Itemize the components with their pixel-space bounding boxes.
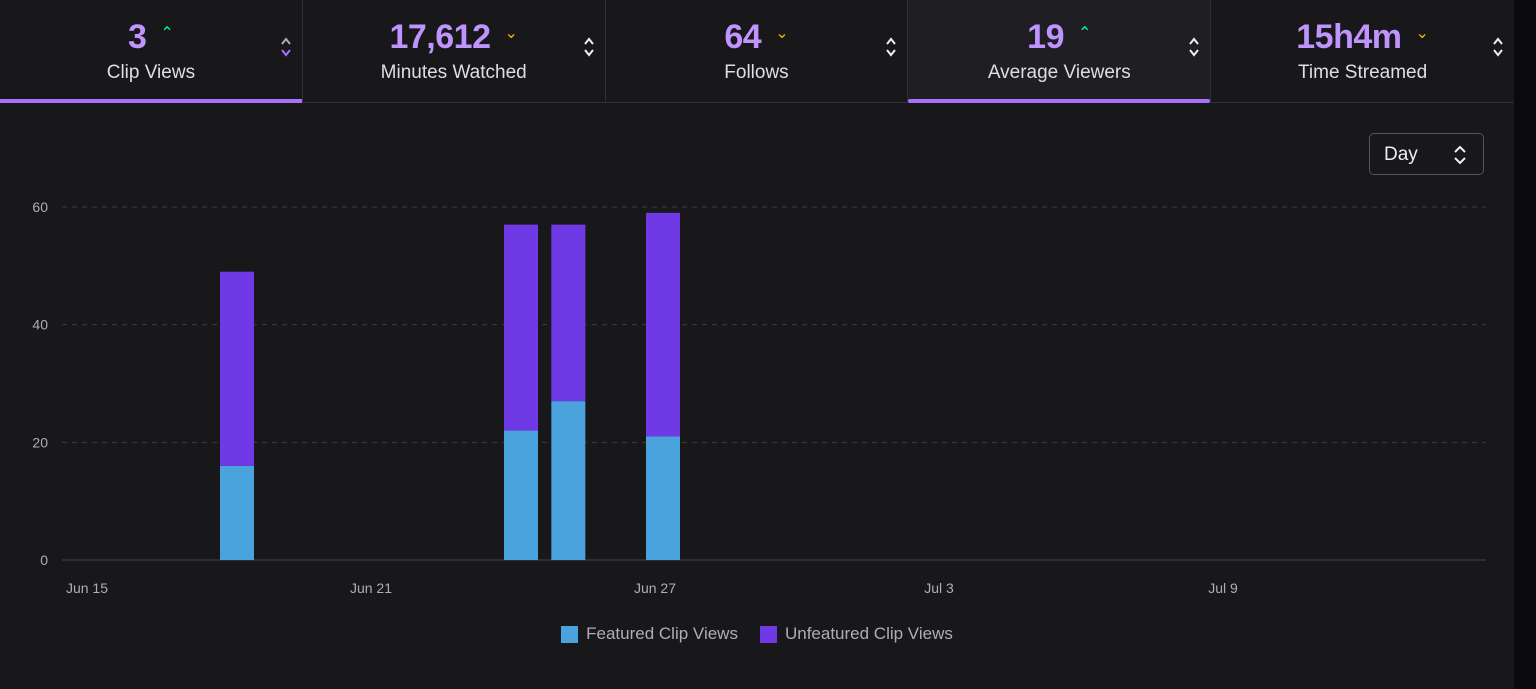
bar-unfeatured (220, 271, 254, 466)
legend-swatch-unfeatured (759, 625, 777, 643)
tab-follows[interactable]: 64 ⌄ Follows (606, 0, 909, 102)
tab-minutes-watched[interactable]: 17,612 ⌄ Minutes Watched (303, 0, 606, 102)
chevron-up-icon: ⌃ (160, 25, 174, 42)
tab-label: Time Streamed (1298, 62, 1428, 83)
chevron-up-icon: ⌃ (1078, 25, 1092, 42)
x-tick-label: Jul 3 (924, 580, 954, 596)
chevron-down-icon: ⌄ (504, 25, 518, 42)
tab-time-streamed[interactable]: 15h4m ⌄ Time Streamed (1211, 0, 1514, 102)
bar-featured (551, 401, 586, 560)
tab-value: 3 (127, 18, 147, 56)
tab-average-viewers[interactable]: 19 ⌃ Average Viewers (908, 0, 1212, 103)
bar-unfeatured (504, 224, 538, 431)
tab-value: 15h4m (1296, 18, 1402, 56)
tab-label: Clip Views (106, 62, 196, 83)
period-select-value: Day (1384, 144, 1418, 165)
y-tick-label: 40 (32, 317, 48, 333)
chevron-down-icon: ⌄ (1415, 25, 1429, 42)
tab-label: Minutes Watched (380, 62, 527, 83)
sort-arrows-icon[interactable] (1492, 36, 1504, 58)
tab-value: 64 (724, 18, 762, 56)
bar-unfeatured (646, 212, 680, 437)
bar-featured (504, 430, 538, 560)
metric-tabs: 3 ⌃ Clip Views 17,612 ⌄ Minutes Watched 64… (0, 0, 1514, 103)
y-tick-label: 0 (40, 552, 48, 568)
y-tick-label: 20 (32, 434, 48, 450)
chevron-down-icon: ⌄ (775, 25, 789, 42)
sort-arrows-icon[interactable] (280, 36, 292, 58)
bar-featured (220, 465, 254, 560)
tab-value: 17,612 (389, 18, 491, 56)
x-tick-label: Jun 21 (350, 580, 392, 596)
legend-swatch-featured (561, 625, 579, 643)
sort-arrows-icon[interactable] (885, 36, 897, 58)
legend-label-unfeatured: Unfeatured Clip Views (784, 624, 953, 643)
x-tick-label: Jun 27 (634, 580, 676, 596)
legend-item-unfeatured[interactable]: Unfeatured Clip Views (759, 624, 953, 644)
legend-item-featured[interactable]: Featured Clip Views (561, 624, 738, 644)
window-edge (1514, 0, 1536, 689)
legend-label-featured: Featured Clip Views (586, 624, 738, 643)
sort-arrows-icon[interactable] (1188, 36, 1200, 58)
tab-label: Follows (724, 62, 789, 83)
up-down-chevron-icon (1454, 145, 1466, 165)
y-tick-label: 60 (32, 199, 48, 215)
sort-arrows-icon[interactable] (583, 36, 595, 58)
x-tick-label: Jul 9 (1208, 580, 1238, 596)
tab-value: 19 (1027, 18, 1064, 56)
period-select[interactable]: Day (1369, 133, 1484, 175)
bar-featured (646, 436, 680, 560)
tab-clip-views[interactable]: 3 ⌃ Clip Views (0, 0, 303, 103)
x-tick-label: Jun 15 (66, 580, 108, 596)
bar-unfeatured (551, 224, 586, 402)
tab-label: Average Viewers (987, 62, 1131, 83)
chart-legend: Featured Clip Views Unfeatured Clip View… (0, 624, 1514, 644)
